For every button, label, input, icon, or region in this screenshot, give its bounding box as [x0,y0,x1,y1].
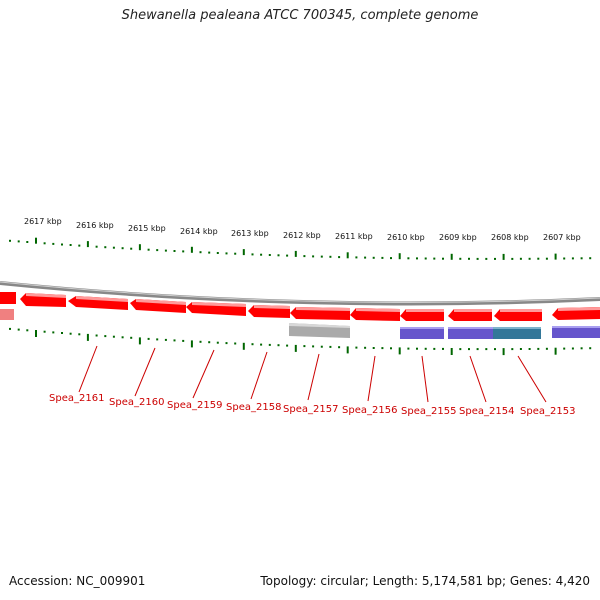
gene-label[interactable]: Spea_2153 [520,406,575,417]
gene-label[interactable]: Spea_2159 [167,400,222,411]
gene-labels: Spea_2161 Spea_2160 Spea_2159 Spea_2158 … [49,393,575,417]
genome-summary-text: Topology: circular; Length: 5,174,581 bp… [260,574,590,588]
gene-label[interactable]: Spea_2160 [109,397,164,408]
kbp-label: 2610 kbp [387,233,425,242]
kbp-label: 2612 kbp [283,231,321,240]
gene-label[interactable]: Spea_2157 [283,404,338,415]
gene-label[interactable]: Spea_2156 [342,405,397,416]
kbp-label: 2615 kbp [128,224,166,233]
gene-arrow[interactable] [186,302,246,316]
genome-backbone-highlight [0,281,600,303]
gene-arrow[interactable] [20,293,66,307]
kbp-label: 2616 kbp [76,221,114,230]
kbp-label: 2608 kbp [491,233,529,242]
gene-arrow[interactable] [68,296,128,310]
gene-label[interactable]: Spea_2154 [459,406,514,417]
gene-arrow[interactable] [494,309,542,321]
feature-box-purple[interactable] [400,327,444,339]
gene-arrow[interactable] [130,299,186,313]
gene-track [0,292,600,321]
kbp-label: 2613 kbp [231,229,269,238]
kbp-label: 2611 kbp [335,232,373,241]
gene-label[interactable]: Spea_2158 [226,402,281,413]
accession-text: Accession: NC_009901 [9,574,146,588]
inner-scale-ticks [9,327,592,356]
kbp-label: 2607 kbp [543,233,581,242]
feature-track [289,323,600,339]
genome-title: Shewanella pealeana ATCC 700345, complet… [121,8,479,23]
feature-box-purple[interactable] [448,327,493,339]
gene-arrow-edge[interactable] [0,292,16,320]
kbp-label: 2614 kbp [180,227,218,236]
gene-label[interactable]: Spea_2155 [401,406,456,417]
label-leaders [78,345,547,403]
genome-backbone [0,281,600,306]
gene-arrow[interactable] [248,305,290,318]
feature-box-teal[interactable] [493,327,541,339]
gene-arrow[interactable] [290,307,350,320]
gene-arrow[interactable] [350,308,400,321]
feature-box-purple[interactable] [552,326,600,338]
kbp-label: 2617 kbp [24,217,62,226]
gene-arrow[interactable] [552,307,600,320]
gene-arrow[interactable] [448,309,492,321]
kbp-labels: 2617 kbp 2616 kbp 2615 kbp 2614 kbp 2613… [24,217,581,242]
gene-arrow[interactable] [400,309,444,321]
outer-scale-ticks [9,237,592,260]
kbp-label: 2609 kbp [439,233,477,242]
gene-label[interactable]: Spea_2161 [49,393,104,404]
feature-box-gray[interactable] [289,323,350,338]
